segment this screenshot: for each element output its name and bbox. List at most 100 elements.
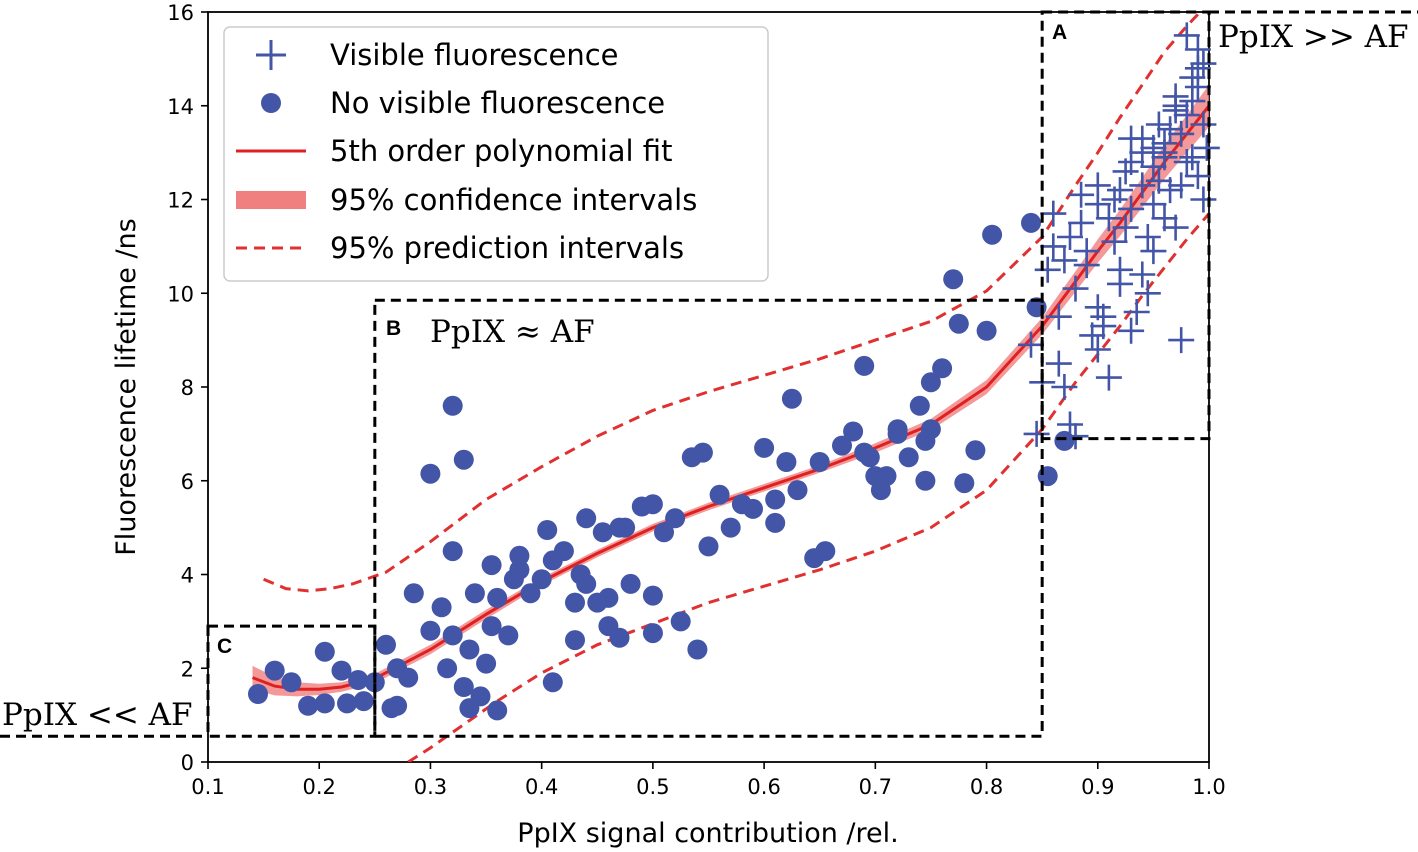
region-b-box (373, 298, 1044, 738)
no-visible-point (387, 695, 408, 716)
no-visible-point (665, 508, 686, 529)
no-visible-point (576, 508, 597, 529)
no-visible-point (481, 555, 502, 576)
legend-fit-label: 5th order polynomial fit (330, 134, 672, 168)
visible-point (1179, 144, 1206, 171)
no-visible-point (720, 517, 741, 538)
polynomial-fit-line (251, 104, 1211, 691)
visible-point (1190, 186, 1217, 213)
no-visible-point (709, 484, 730, 505)
fit-curve-layer (251, 104, 1211, 691)
x-tick-label: 0.5 (636, 775, 669, 799)
legend-pi-label: 95% prediction intervals (330, 231, 684, 265)
visible-point (1118, 317, 1145, 344)
no-visible-point (887, 423, 908, 444)
no-visible-point (809, 452, 830, 472)
no-visible-point (909, 395, 930, 416)
visible-point (1107, 177, 1133, 204)
no-visible-point (487, 700, 508, 721)
visible-point (1184, 163, 1211, 190)
no-visible-point (453, 449, 474, 470)
visible-point (1162, 214, 1189, 241)
no-visible-point (442, 541, 463, 562)
visible-point (1062, 275, 1089, 302)
visible-point (1084, 191, 1111, 218)
prediction-interval-layer (263, 12, 1209, 762)
legend-ci-marker (236, 191, 306, 209)
visible-point (1090, 303, 1117, 330)
no-visible-point (487, 587, 508, 608)
no-visible-point (337, 693, 357, 714)
visible-point (1140, 191, 1167, 218)
no-visible-point (609, 517, 630, 538)
visible-point (1173, 22, 1200, 49)
visible-point (1045, 303, 1072, 330)
no-visible-point (498, 625, 519, 646)
legend-visible-label: Visible fluorescence (330, 38, 619, 72)
no-visible-point (565, 630, 585, 651)
no-visible-point (431, 597, 452, 618)
visible-point (1045, 350, 1072, 377)
visible-point (1168, 172, 1195, 199)
no-visible-point (442, 395, 463, 416)
no-visible-point (331, 660, 352, 681)
no-visible-point (398, 667, 419, 688)
visible-point (1034, 256, 1061, 283)
visible-fluorescence-points (1018, 22, 1220, 450)
visible-point (1051, 374, 1078, 400)
visible-point (1129, 139, 1156, 166)
visible-point (1190, 50, 1217, 77)
visible-point (1179, 88, 1206, 115)
y-tick-label: 6 (181, 470, 194, 494)
region-c-box (206, 624, 377, 738)
visible-point (1118, 195, 1145, 222)
y-tick-label: 10 (167, 282, 194, 306)
no-visible-point (459, 698, 480, 719)
no-visible-fluorescence-points (248, 212, 1075, 721)
no-visible-point (598, 616, 619, 637)
x-tick-label: 0.2 (303, 775, 336, 799)
no-visible-point (815, 541, 836, 562)
region-b-letter: B (386, 317, 401, 340)
no-visible-point (376, 634, 396, 655)
no-visible-point (248, 684, 268, 704)
visible-point (1184, 55, 1211, 82)
prediction-interval-upper (263, 12, 1203, 593)
no-visible-point (754, 437, 775, 458)
y-tick-label: 2 (181, 657, 194, 681)
no-visible-point (898, 447, 919, 468)
legend-visible-marker (256, 40, 286, 70)
no-visible-point (920, 372, 941, 393)
no-visible-point (876, 466, 897, 487)
visible-point (1018, 331, 1044, 358)
visible-point (1134, 224, 1161, 250)
visible-point (1040, 233, 1067, 260)
no-visible-point (843, 421, 864, 442)
no-visible-point (542, 672, 563, 693)
visible-point (1084, 336, 1111, 363)
visible-point (1057, 224, 1083, 250)
no-visible-point (943, 269, 964, 290)
no-visible-point (420, 620, 441, 641)
y-tick-label: 0 (181, 751, 194, 775)
x-axis-ticks: 0.1 0.2 0.3 0.4 0.5 0.6 0.7 0.8 0.9 1.0 (191, 762, 1226, 799)
no-visible-point (854, 355, 875, 376)
visible-point (1168, 120, 1195, 147)
x-tick-label: 0.3 (414, 775, 447, 799)
no-visible-point (743, 498, 763, 519)
visible-point (1062, 423, 1089, 450)
x-tick-label: 1.0 (1192, 775, 1225, 799)
no-visible-point (765, 489, 786, 510)
no-visible-point (1054, 430, 1075, 451)
y-tick-label: 4 (181, 564, 194, 588)
no-visible-point (965, 440, 986, 461)
no-visible-point (509, 559, 530, 580)
x-tick-label: 0.9 (1081, 775, 1114, 799)
no-visible-point (642, 623, 663, 644)
no-visible-point (670, 611, 691, 632)
x-tick-label: 0.4 (525, 775, 558, 799)
no-visible-point (982, 224, 1003, 245)
visible-point (1118, 125, 1145, 152)
no-visible-point (314, 641, 335, 662)
x-tick-label: 0.6 (747, 775, 780, 799)
